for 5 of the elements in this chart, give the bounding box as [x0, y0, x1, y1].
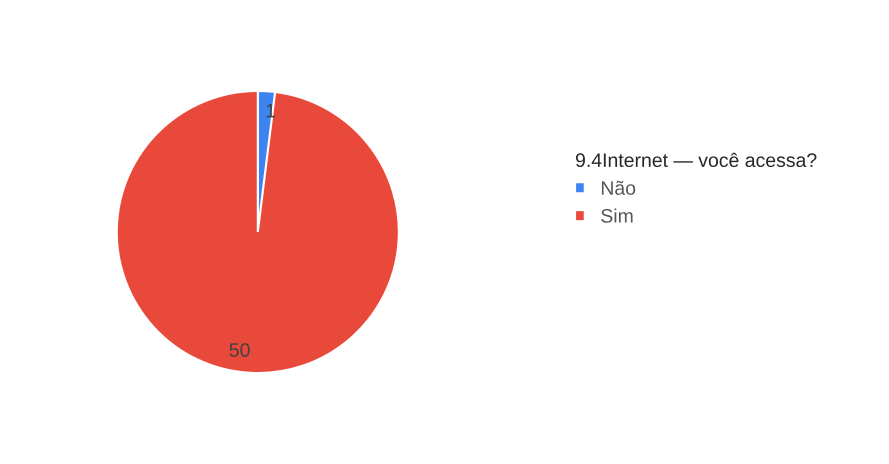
- legend-label: Sim: [601, 208, 633, 223]
- legend-label: Não: [602, 180, 636, 195]
- legend-title: 9.4Internet — você acessa?: [576, 152, 816, 168]
- data-label: 50: [230, 343, 250, 357]
- pie-slice: [116, 90, 400, 374]
